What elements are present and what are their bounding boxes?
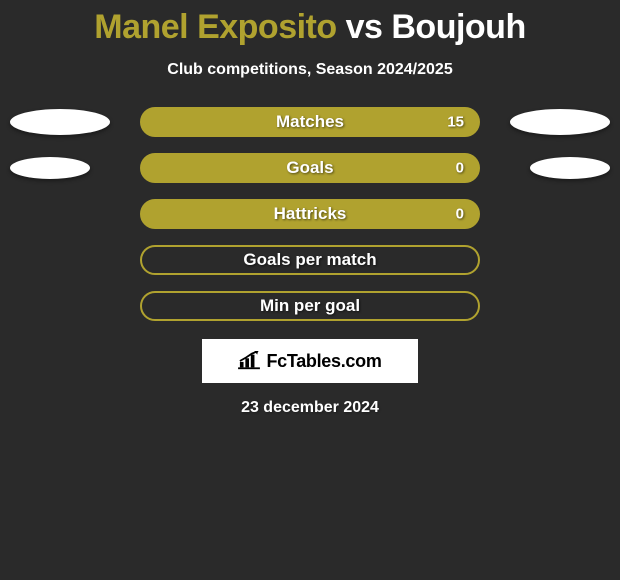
stat-bar: Min per goal [140, 291, 480, 321]
left-ellipse [10, 109, 110, 135]
subtitle: Club competitions, Season 2024/2025 [0, 61, 620, 79]
logo-box: FcTables.com [202, 339, 418, 383]
stat-label: Hattricks [274, 204, 347, 224]
stat-row: Min per goal [0, 291, 620, 321]
stat-row: Goals 0 [0, 153, 620, 183]
stat-row: Hattricks 0 [0, 199, 620, 229]
stat-row: Matches 15 [0, 107, 620, 137]
right-ellipse [510, 109, 610, 135]
stat-bar: Goals per match [140, 245, 480, 275]
stat-label: Goals [286, 158, 333, 178]
left-ellipse [10, 157, 90, 179]
stat-row: Goals per match [0, 245, 620, 275]
stat-bar: Goals 0 [140, 153, 480, 183]
logo-text: FcTables.com [266, 351, 381, 372]
stat-label: Goals per match [243, 250, 376, 270]
stat-value: 0 [456, 160, 464, 177]
date-text: 23 december 2024 [0, 399, 620, 417]
stat-label: Matches [276, 112, 344, 132]
stat-rows: Matches 15 Goals 0 Hattricks 0 Goals per match… [0, 107, 620, 321]
chart-icon [238, 351, 260, 371]
player2-name: Boujouh [391, 8, 525, 46]
player1-name: Manel Exposito [94, 8, 336, 46]
stat-bar: Hattricks 0 [140, 199, 480, 229]
stat-label: Min per goal [260, 296, 360, 316]
vs-text: vs [346, 8, 383, 46]
stat-bar: Matches 15 [140, 107, 480, 137]
right-ellipse [530, 157, 610, 179]
stat-value: 0 [456, 206, 464, 223]
stat-value: 15 [447, 114, 464, 131]
comparison-title: Manel Exposito vs Boujouh [0, 8, 620, 47]
